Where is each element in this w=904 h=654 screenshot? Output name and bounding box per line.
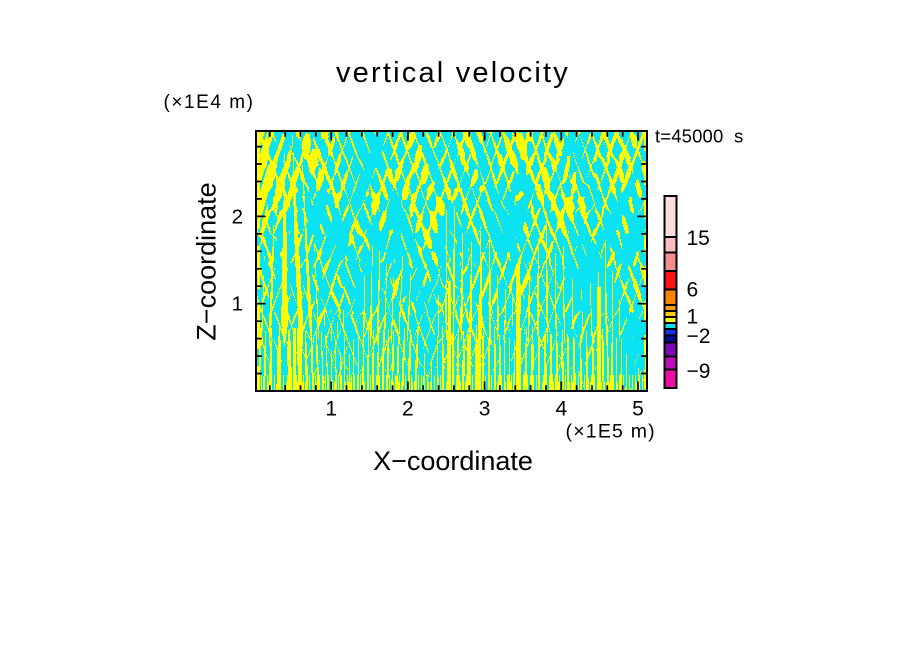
svg-text:(×1E4 m): (×1E4 m) <box>164 92 255 113</box>
svg-text:t=45000 s: t=45000 s <box>655 125 743 146</box>
svg-text:−9: −9 <box>687 360 711 383</box>
svg-text:2: 2 <box>232 206 243 229</box>
svg-text:6: 6 <box>687 279 699 302</box>
svg-text:Z−coordinate: Z−coordinate <box>192 182 222 340</box>
svg-text:(×1E5 m): (×1E5 m) <box>566 421 656 443</box>
svg-text:4: 4 <box>555 398 567 421</box>
svg-text:X−coordinate: X−coordinate <box>373 446 533 476</box>
svg-text:−2: −2 <box>687 325 711 348</box>
svg-text:1: 1 <box>325 398 337 421</box>
svg-text:5: 5 <box>632 398 644 421</box>
svg-text:1: 1 <box>687 306 699 329</box>
svg-text:vertical velocity: vertical velocity <box>336 57 570 89</box>
svg-text:2: 2 <box>402 398 414 421</box>
svg-text:3: 3 <box>479 398 491 421</box>
svg-text:1: 1 <box>232 293 243 316</box>
svg-text:15: 15 <box>687 227 710 250</box>
